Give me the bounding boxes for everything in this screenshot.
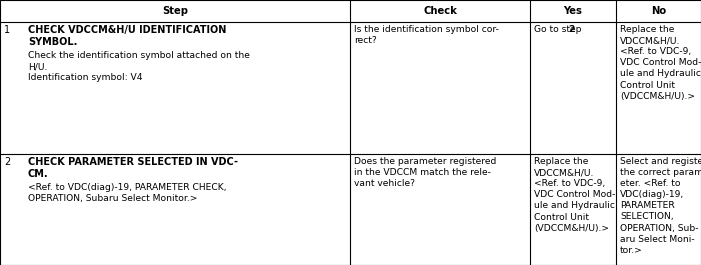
Text: Is the identification symbol cor-
rect?: Is the identification symbol cor- rect?	[354, 25, 499, 45]
Text: 1: 1	[4, 25, 10, 35]
Text: Go to step: Go to step	[534, 25, 585, 34]
Text: Check: Check	[423, 6, 457, 16]
Text: No: No	[651, 6, 666, 16]
Text: Check the identification symbol attached on the
H/U.
Identification symbol: V4: Check the identification symbol attached…	[28, 51, 250, 82]
Text: <Ref. to VDC(diag)-19, PARAMETER CHECK,
OPERATION, Subaru Select Monitor.>: <Ref. to VDC(diag)-19, PARAMETER CHECK, …	[28, 183, 226, 203]
Text: CHECK PARAMETER SELECTED IN VDC-
CM.: CHECK PARAMETER SELECTED IN VDC- CM.	[28, 157, 238, 179]
Text: CHECK VDCCM&H/U IDENTIFICATION
SYMBOL.: CHECK VDCCM&H/U IDENTIFICATION SYMBOL.	[28, 25, 226, 47]
Text: Does the parameter registered
in the VDCCM match the rele-
vant vehicle?: Does the parameter registered in the VDC…	[354, 157, 496, 188]
Text: 2: 2	[569, 25, 575, 34]
Text: 2: 2	[4, 157, 11, 167]
Text: Select and register
the correct param-
eter. <Ref. to
VDC(diag)-19,
PARAMETER
SE: Select and register the correct param- e…	[620, 157, 701, 255]
Text: Replace the
VDCCM&H/U.
<Ref. to VDC-9,
VDC Control Mod-
ule and Hydraulic
Contro: Replace the VDCCM&H/U. <Ref. to VDC-9, V…	[620, 25, 701, 101]
Text: Yes: Yes	[564, 6, 583, 16]
Text: Step: Step	[162, 6, 188, 16]
Text: Replace the
VDCCM&H/U.
<Ref. to VDC-9,
VDC Control Mod-
ule and Hydraulic
Contro: Replace the VDCCM&H/U. <Ref. to VDC-9, V…	[534, 157, 615, 233]
Text: .: .	[573, 25, 576, 34]
